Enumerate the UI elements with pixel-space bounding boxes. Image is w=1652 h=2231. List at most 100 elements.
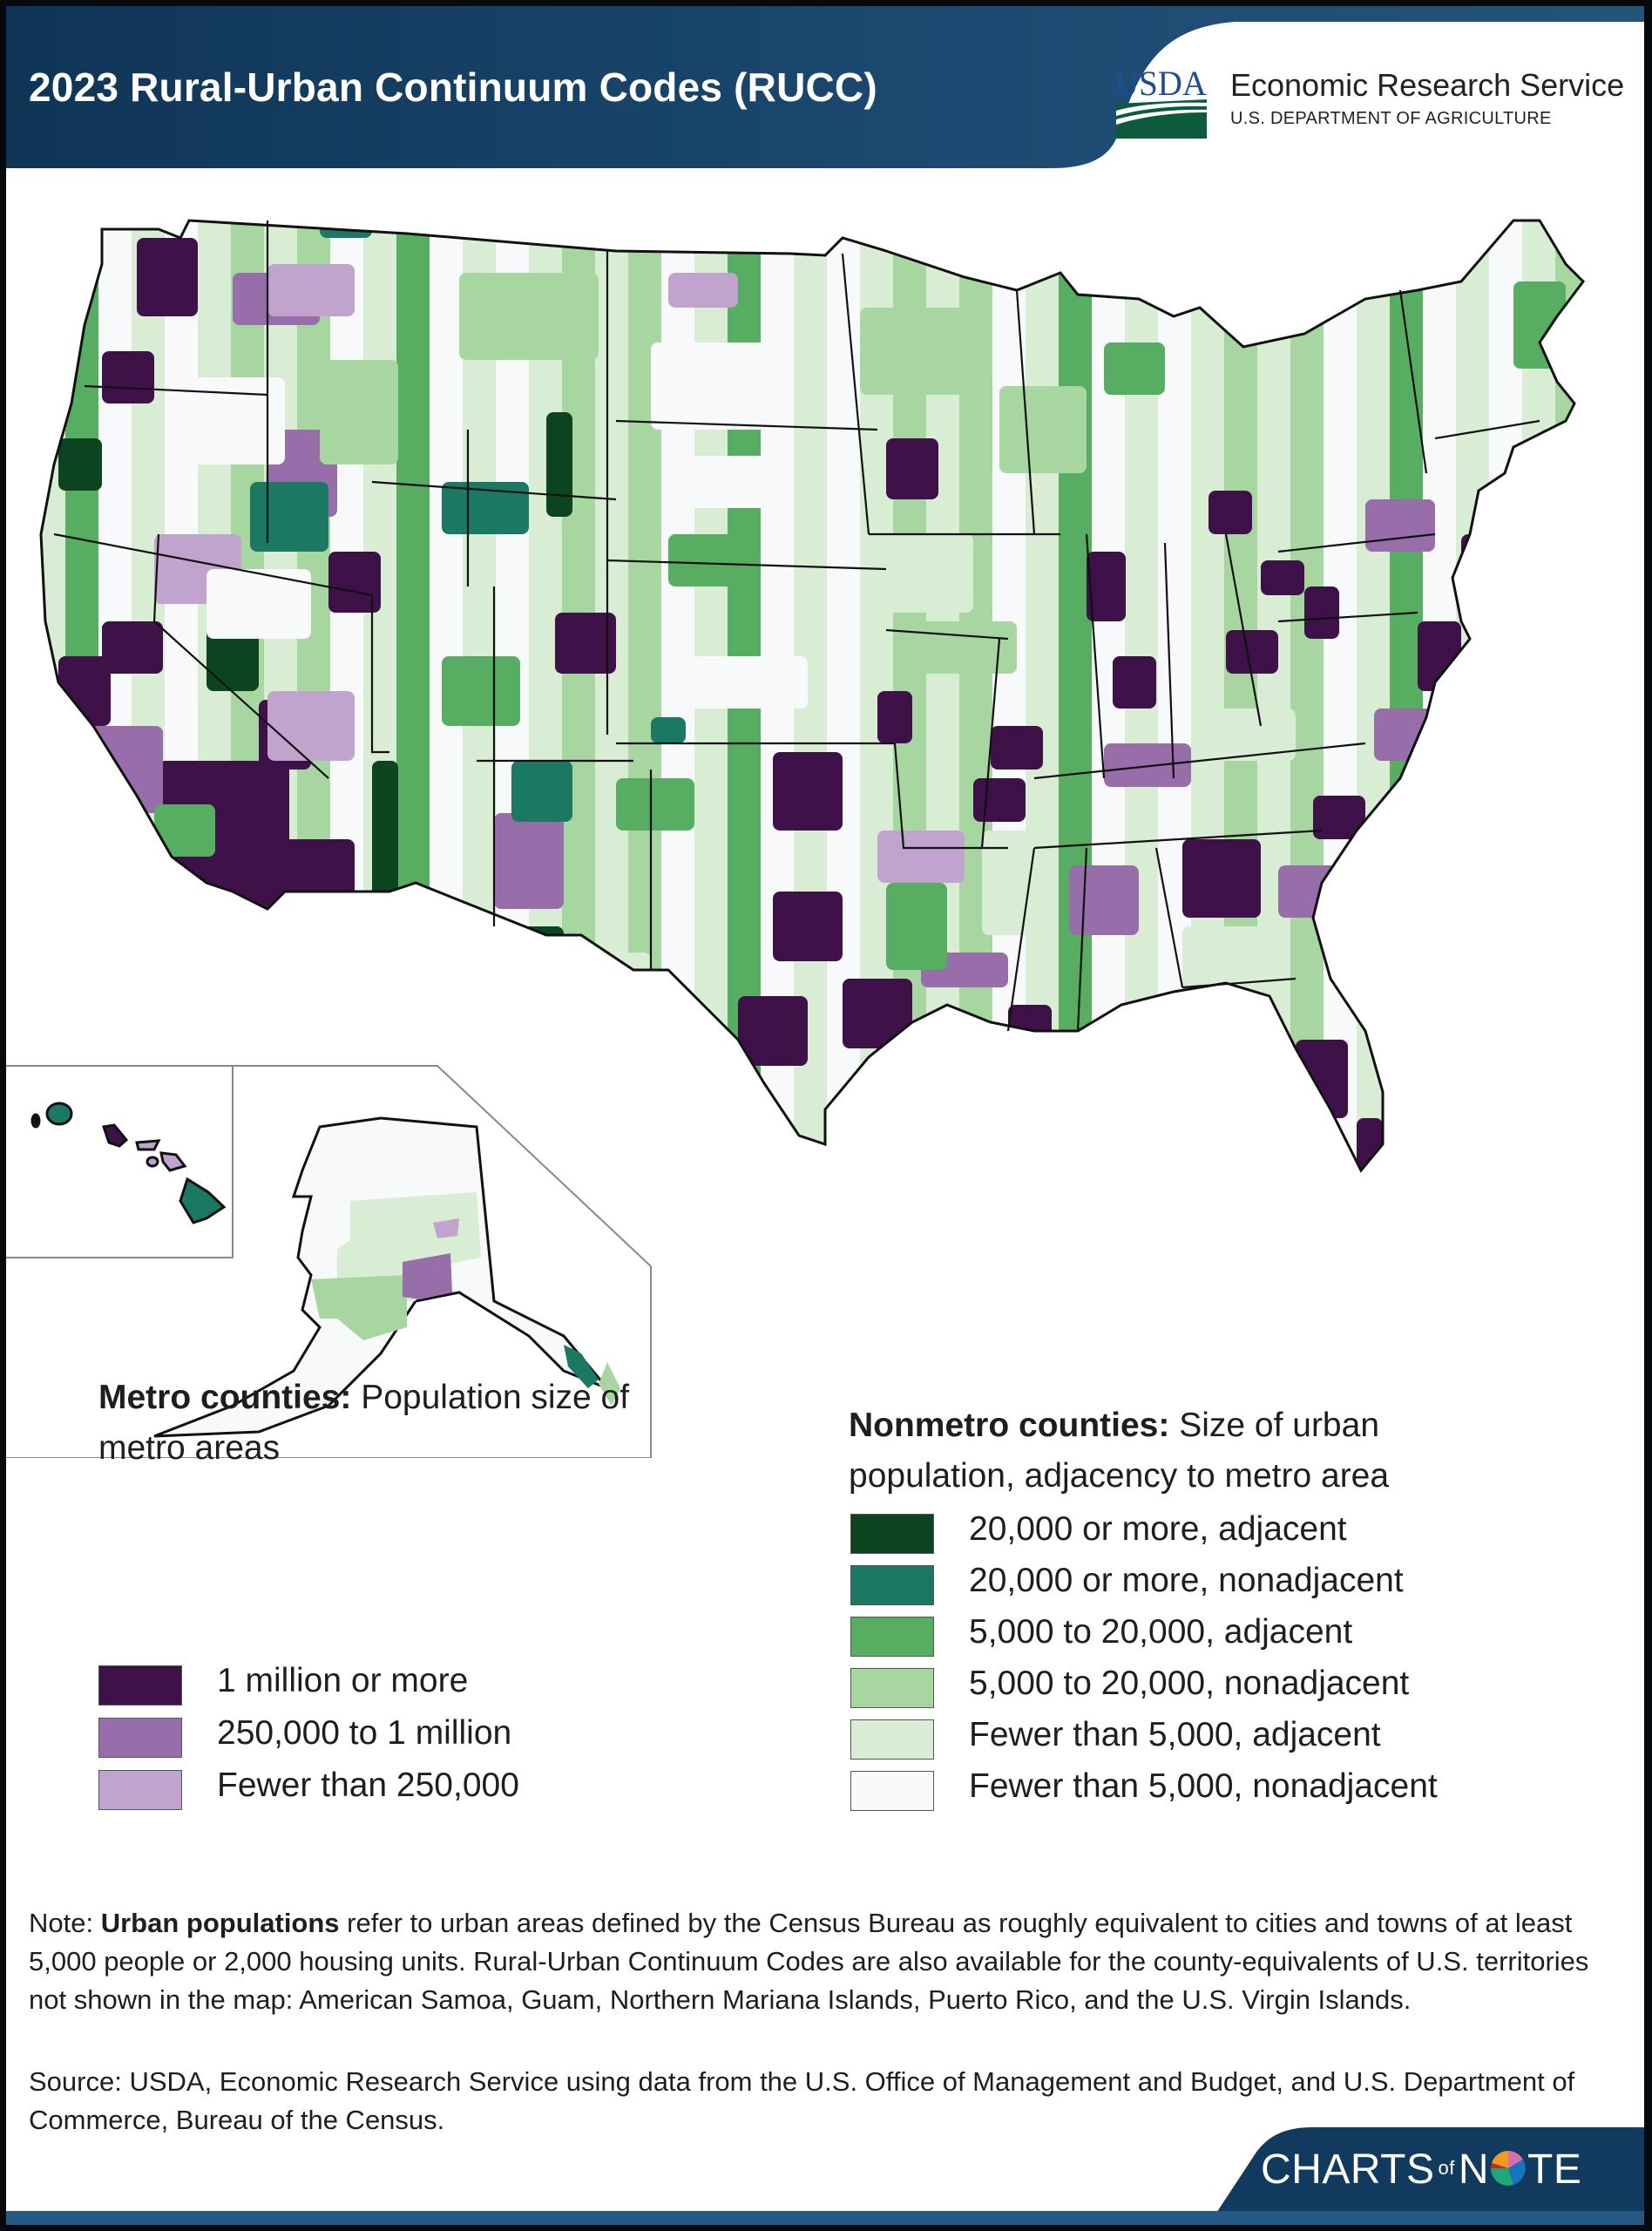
metro-legend-title: Metro counties: Population size of metro… (98, 1373, 691, 1474)
county-cell (1158, 695, 1191, 724)
county-cell (1092, 961, 1125, 991)
county-region-mo-north (921, 621, 1017, 674)
county-cell (728, 961, 761, 991)
county-cell (1324, 517, 1357, 546)
county-cell (1290, 991, 1324, 1021)
county-cell (264, 635, 297, 665)
legend-swatch (850, 1514, 934, 1554)
county-cell (1456, 398, 1489, 428)
county-region-salt-lake (328, 552, 381, 613)
nonmetro-legend-title-rest: Size of urban population, adjacency to m… (849, 1407, 1390, 1495)
county-cell (297, 813, 330, 843)
county-cell (463, 783, 496, 813)
county-cell (1092, 309, 1125, 339)
county-cell (959, 398, 992, 428)
county-cell (1125, 458, 1158, 487)
county-cell (1092, 517, 1125, 546)
county-cell (297, 665, 330, 695)
county-cell (1456, 339, 1489, 369)
legend-swatch (850, 1565, 934, 1605)
county-cell (1324, 635, 1357, 665)
county-cell (430, 280, 463, 309)
county-cell (1059, 487, 1092, 517)
county-cell (694, 309, 728, 339)
county-cell (1390, 339, 1423, 369)
county-cell (1026, 961, 1059, 991)
county-cell (628, 872, 661, 902)
county-cell (463, 606, 496, 635)
county-cell (132, 428, 165, 458)
county-cell (264, 339, 297, 369)
county-cell (1257, 428, 1290, 458)
county-cell (1257, 458, 1290, 487)
county-region-alabama (1069, 865, 1139, 935)
county-cell (1224, 458, 1257, 487)
county-cell (827, 339, 860, 369)
county-cell (396, 635, 430, 665)
county-region-ne-plains (668, 534, 747, 587)
county-cell (827, 487, 860, 517)
county-cell (98, 458, 132, 487)
county-cell (430, 339, 463, 369)
county-cell (1324, 754, 1357, 783)
county-cell (1290, 398, 1324, 428)
county-cell (1158, 398, 1191, 428)
county-cell (430, 813, 463, 843)
county-cell (628, 309, 661, 339)
county-cell (562, 695, 595, 724)
nonmetro-legend-title: Nonmetro counties: Size of urban populat… (849, 1400, 1546, 1502)
county-cell (1257, 813, 1290, 843)
county-cell (959, 724, 992, 754)
county-cell (1390, 635, 1423, 665)
county-cell (396, 576, 430, 606)
county-cell (1125, 546, 1158, 576)
county-cell (1257, 487, 1290, 517)
county-cell (165, 487, 198, 517)
county-cell (396, 517, 430, 546)
alaska-inset-frame (6, 1065, 652, 1458)
county-cell (1423, 309, 1456, 339)
county-cell (827, 458, 860, 487)
county-cell (728, 606, 761, 635)
county-cell (1092, 783, 1125, 813)
county-cell (562, 576, 595, 606)
county-cell (794, 458, 827, 487)
county-cell (728, 309, 761, 339)
county-region-ut-south (267, 691, 355, 761)
county-region-new-mexico (494, 813, 564, 909)
hawaii-inset-frame (6, 1065, 234, 1258)
county-cell (761, 309, 794, 339)
county-cell (430, 576, 463, 606)
county-cell (198, 487, 231, 517)
county-cell (893, 635, 926, 665)
county-cell (794, 369, 827, 398)
county-cell (1357, 458, 1390, 487)
metro-legend-title-rest: Population size of metro areas (98, 1379, 630, 1467)
county-region-dallas (773, 892, 843, 961)
county-cell (1191, 369, 1224, 398)
header-banner: 2023 Rural-Urban Continuum Codes (RUCC) … (6, 6, 1644, 168)
county-cell (1026, 783, 1059, 813)
county-cell (628, 576, 661, 606)
county-cell (694, 724, 728, 754)
county-cell (1026, 339, 1059, 369)
county-region-austin-sa (738, 996, 808, 1066)
county-cell (893, 665, 926, 695)
county-cell (363, 280, 396, 309)
county-cell (297, 783, 330, 813)
county-cell (1059, 991, 1092, 1021)
county-cell (661, 843, 694, 872)
county-cell (132, 487, 165, 517)
county-region-seattle (137, 238, 198, 316)
county-cell (661, 309, 694, 339)
county-cell (761, 250, 794, 280)
county-cell (1324, 458, 1357, 487)
county-cell (1456, 369, 1489, 398)
county-cell (1026, 546, 1059, 576)
county-cell (893, 398, 926, 428)
county-cell (1390, 606, 1423, 635)
county-cell (860, 783, 893, 813)
svg-text:USDA: USDA (1114, 65, 1207, 103)
county-cell (728, 902, 761, 932)
county-cell (728, 813, 761, 843)
